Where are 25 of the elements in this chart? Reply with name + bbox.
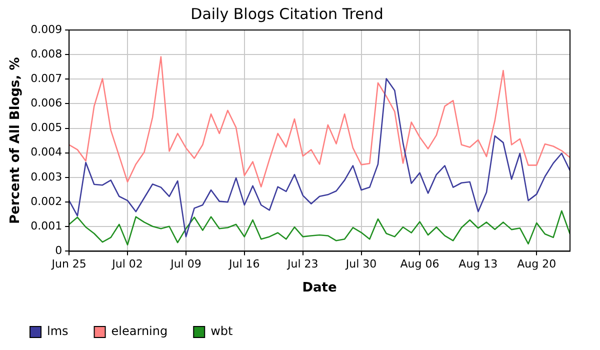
x-tick-label: Jul 16	[228, 258, 260, 271]
y-tick-label: 0.004	[30, 146, 62, 159]
y-tick-label: 0.006	[30, 96, 62, 110]
y-tick-label: 0.003	[30, 170, 62, 184]
x-tick-label: Aug 13	[458, 258, 498, 271]
y-tick-label: 0.005	[30, 121, 62, 134]
x-tick-label: Jul 09	[170, 258, 202, 271]
y-tick-label: 0	[55, 244, 62, 258]
x-tick-label: Jul 23	[286, 258, 318, 271]
x-tick-label: Aug 06	[400, 258, 440, 271]
x-tick-label: Jun 25	[50, 258, 86, 271]
chart-title: Daily Blogs Citation Trend	[190, 4, 384, 23]
y-tick-label: 0.001	[30, 219, 62, 232]
y-axis-title: Percent of All Blogs, %	[8, 57, 24, 224]
y-tick-label: 0.007	[30, 72, 62, 86]
y-tick-label: 0.009	[30, 22, 62, 36]
legend-label: wbt	[210, 324, 234, 338]
y-tick-label: 0.008	[30, 47, 62, 60]
legend-label: elearning	[111, 324, 168, 338]
x-tick-label: Jul 02	[111, 258, 143, 271]
y-tick-label: 0.002	[30, 194, 62, 208]
x-tick-label: Aug 20	[517, 258, 556, 271]
x-tick-label: Jul 30	[344, 258, 377, 271]
x-axis-title: Date	[302, 280, 338, 296]
legend-label: lms	[47, 324, 68, 338]
